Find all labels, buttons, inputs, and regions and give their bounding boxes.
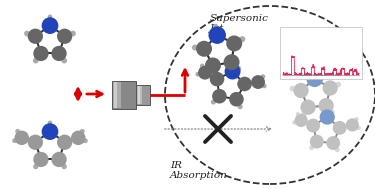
- Point: [214, 78, 220, 81]
- Bar: [280, 27, 362, 79]
- Bar: [138, 86, 140, 104]
- Point: [38, 158, 44, 161]
- Point: [234, 98, 240, 101]
- Point: [12, 139, 18, 142]
- Point: [56, 52, 62, 55]
- Point: [349, 123, 355, 126]
- Point: [310, 124, 316, 127]
- Point: [337, 126, 343, 129]
- Point: [255, 81, 261, 84]
- Point: [311, 68, 317, 71]
- Point: [199, 64, 205, 67]
- Point: [330, 142, 336, 145]
- Point: [329, 111, 335, 114]
- Point: [295, 113, 301, 116]
- Point: [334, 148, 340, 151]
- Point: [237, 105, 243, 108]
- Point: [24, 32, 30, 35]
- Point: [80, 130, 86, 133]
- Point: [260, 75, 266, 78]
- Point: [229, 61, 235, 64]
- Point: [210, 64, 216, 67]
- Point: [15, 130, 21, 133]
- Point: [206, 72, 212, 75]
- Point: [291, 121, 297, 124]
- Point: [33, 59, 39, 62]
- Point: [47, 130, 53, 133]
- Point: [62, 141, 68, 144]
- Point: [242, 82, 248, 85]
- Point: [231, 42, 237, 45]
- Point: [213, 25, 219, 28]
- Bar: [114, 82, 117, 108]
- Point: [32, 35, 38, 38]
- Point: [47, 15, 53, 18]
- Point: [82, 139, 88, 142]
- Point: [235, 67, 241, 70]
- Point: [312, 77, 318, 80]
- Point: [75, 136, 81, 139]
- Point: [70, 32, 76, 35]
- Bar: [112, 81, 136, 109]
- Point: [335, 83, 341, 86]
- Point: [214, 34, 220, 37]
- Point: [239, 38, 245, 41]
- Point: [300, 113, 306, 116]
- Point: [195, 73, 201, 76]
- Point: [47, 24, 53, 27]
- Text: IR
Absorption: IR Absorption: [170, 161, 228, 180]
- Point: [231, 62, 237, 65]
- Point: [314, 140, 320, 143]
- Point: [33, 165, 39, 168]
- Point: [47, 121, 53, 124]
- Point: [324, 115, 330, 119]
- Point: [216, 95, 222, 98]
- Point: [61, 59, 67, 62]
- Point: [298, 119, 304, 122]
- Point: [323, 104, 329, 107]
- Bar: [136, 85, 150, 105]
- Point: [354, 118, 360, 121]
- Point: [202, 71, 208, 74]
- Point: [261, 84, 267, 88]
- Bar: [113, 82, 121, 108]
- Point: [309, 146, 315, 149]
- Point: [290, 87, 296, 90]
- Point: [210, 101, 216, 104]
- Point: [56, 158, 62, 161]
- Point: [38, 52, 44, 55]
- Point: [32, 141, 38, 144]
- Point: [325, 108, 331, 111]
- Point: [62, 35, 68, 38]
- Bar: [137, 86, 142, 104]
- Point: [230, 70, 236, 73]
- Point: [356, 127, 362, 130]
- Point: [61, 165, 67, 168]
- Point: [201, 47, 207, 50]
- Point: [19, 136, 25, 139]
- Point: [327, 87, 333, 90]
- Point: [298, 89, 304, 92]
- Text: Wavenumber / cm⁻¹: Wavenumber / cm⁻¹: [299, 74, 343, 77]
- Text: Supersonic
Jet: Supersonic Jet: [210, 14, 269, 33]
- Point: [192, 46, 198, 49]
- Point: [305, 106, 311, 109]
